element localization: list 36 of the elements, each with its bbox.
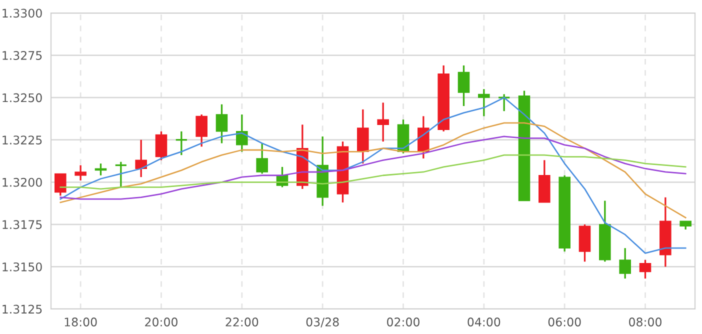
x-tick-label: 20:00 [145, 318, 178, 326]
x-tick-label: 03/28 [306, 318, 339, 328]
candlestick [458, 64, 470, 107]
line-series [60, 122, 686, 218]
candlestick [236, 114, 248, 153]
candlestick [377, 102, 389, 142]
x-tick-label: 02:00 [387, 318, 420, 326]
candlestick [54, 172, 66, 197]
candlestick [175, 130, 188, 156]
line-series [60, 96, 686, 254]
y-tick-label: 1.3300 [2, 8, 42, 18]
candlestick [114, 161, 128, 188]
y-tick-label: 1.3200 [2, 178, 42, 187]
y-tick-label: 1.3125 [2, 304, 42, 314]
y-tick-label: 1.3150 [2, 262, 42, 272]
line-series [60, 136, 686, 200]
candlestick [619, 247, 631, 280]
candlestick [155, 130, 168, 161]
candlestick [498, 93, 510, 112]
candlestick [196, 114, 208, 148]
candlestick [256, 142, 268, 175]
x-tick-label: 08:00 [629, 318, 662, 326]
candlestick [216, 104, 228, 144]
x-tick-label: 04:00 [468, 318, 500, 326]
y-tick-label: 1.3225 [2, 136, 42, 145]
x-tick-label: 06:00 [548, 318, 581, 326]
candlestick [357, 108, 369, 164]
candlestick [639, 259, 652, 280]
y-tick-label: 1.3275 [2, 51, 42, 60]
candlestick [418, 115, 430, 160]
x-tick-label: 18:00 [64, 318, 97, 326]
y-tick-label: 1.3250 [2, 93, 42, 102]
y-tick-label: 1.3175 [2, 220, 42, 230]
candlestick [478, 88, 490, 118]
x-tick-label: 22:00 [226, 318, 258, 326]
candlestick [74, 164, 86, 182]
